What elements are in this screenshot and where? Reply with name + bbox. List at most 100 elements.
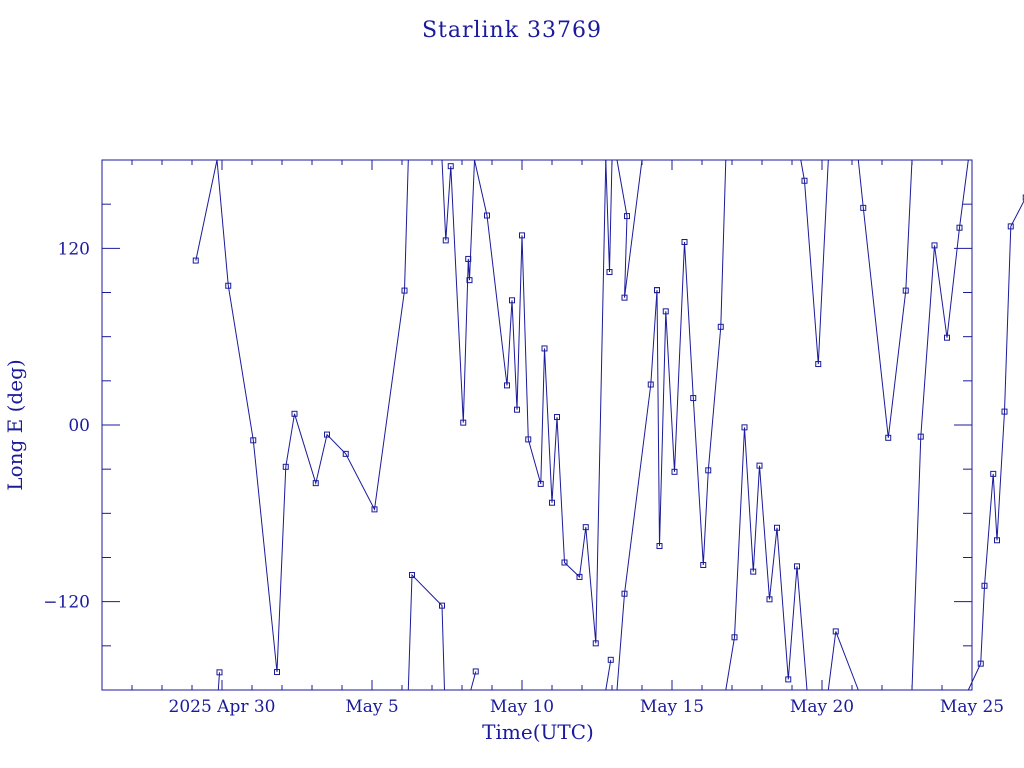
- data-point: [1022, 194, 1024, 201]
- data-point: [700, 562, 707, 569]
- data-point: [756, 462, 763, 469]
- data-point: [801, 177, 808, 184]
- series-line-14: [827, 631, 859, 691]
- data-point: [994, 537, 1000, 544]
- data-point: [902, 287, 909, 294]
- data-point: [981, 582, 988, 589]
- data-point: [324, 431, 330, 438]
- series-line-7: [605, 659, 612, 691]
- data-point: [537, 480, 544, 487]
- data-point: [944, 334, 950, 341]
- data-point: [250, 437, 257, 444]
- data-point: [794, 563, 800, 570]
- data-point: [525, 436, 532, 443]
- series-line-15: [857, 159, 913, 438]
- data-point: [956, 224, 963, 231]
- series-line-8: [605, 159, 613, 273]
- data-point: [576, 573, 583, 580]
- series-line-16: [911, 159, 969, 691]
- data-point: [554, 414, 560, 421]
- y-tick-label: −120: [43, 593, 90, 613]
- data-point: [192, 257, 199, 264]
- data-point: [750, 568, 757, 575]
- series-line-1: [195, 159, 409, 673]
- x-tick-label: 2025 Apr 30: [169, 697, 276, 717]
- series-line-4: [441, 159, 475, 423]
- data-point: [1007, 223, 1014, 230]
- data-point: [931, 242, 938, 249]
- x-axis-label: Time(UTC): [482, 720, 594, 744]
- data-point: [401, 287, 408, 294]
- series-line-9: [612, 290, 658, 691]
- data-point: [656, 543, 663, 550]
- series-line-12: [725, 427, 808, 691]
- data-point: [621, 590, 628, 597]
- data-point: [342, 450, 349, 457]
- data-point: [484, 212, 490, 219]
- data-point: [312, 480, 319, 487]
- data-point: [592, 640, 599, 647]
- series-lines: [195, 159, 1024, 691]
- data-point: [885, 434, 892, 441]
- series-line-3: [407, 573, 445, 691]
- data-point: [860, 204, 867, 211]
- series-line-6: [474, 159, 607, 644]
- data-point: [561, 559, 568, 566]
- y-tick-label: 120: [58, 239, 90, 259]
- data-point: [504, 382, 510, 389]
- data-point: [832, 628, 839, 635]
- data-point: [977, 660, 984, 667]
- data-point: [785, 676, 792, 683]
- series-line-17: [967, 199, 1024, 691]
- data-point: [409, 572, 415, 579]
- data-point: [681, 239, 688, 246]
- chart-title: Starlink 33769: [422, 18, 602, 43]
- data-point: [1001, 408, 1008, 415]
- data-point: [654, 287, 660, 294]
- data-point: [647, 381, 654, 388]
- axis-tick-labels: 2025 Apr 30 May 5 May 10 May 15 May 20 May 25…: [43, 239, 1004, 717]
- data-point: [774, 524, 780, 531]
- data-point: [717, 323, 724, 330]
- data-point: [582, 524, 589, 531]
- series-line-11: [656, 159, 727, 566]
- data-point: [371, 506, 378, 513]
- data-point: [990, 470, 997, 477]
- series-line-10: [616, 159, 643, 298]
- series-line-5: [470, 671, 477, 691]
- data-point: [541, 345, 548, 352]
- data-point: [741, 424, 748, 431]
- data-point: [607, 656, 614, 663]
- x-tick-label: May 15: [640, 697, 704, 717]
- data-point: [671, 468, 678, 475]
- data-point: [282, 463, 289, 470]
- data-point: [514, 406, 520, 413]
- data-point: [460, 419, 467, 426]
- data-point: [690, 395, 697, 402]
- data-point: [606, 269, 613, 276]
- plot-frame: [101, 159, 973, 691]
- data-point: [274, 669, 280, 676]
- data-point: [466, 277, 473, 284]
- data-point: [766, 596, 773, 603]
- y-axis-label: Long E (deg): [3, 359, 27, 490]
- axis-ticks: [101, 159, 973, 691]
- x-tick-label: May 25: [940, 697, 1004, 717]
- data-point: [447, 163, 454, 170]
- data-point: [917, 433, 924, 440]
- series-line-13: [800, 159, 829, 365]
- data-point: [509, 297, 515, 304]
- data-point: [465, 255, 472, 262]
- data-point: [815, 361, 822, 368]
- data-point: [624, 213, 630, 220]
- data-point: [439, 602, 445, 609]
- data-point: [549, 499, 555, 506]
- data-point: [472, 668, 479, 675]
- data-point: [519, 232, 525, 239]
- data-point: [291, 410, 298, 417]
- data-point: [705, 467, 712, 474]
- y-tick-label: 00: [68, 416, 90, 436]
- data-point: [621, 294, 628, 301]
- data-point: [442, 237, 449, 244]
